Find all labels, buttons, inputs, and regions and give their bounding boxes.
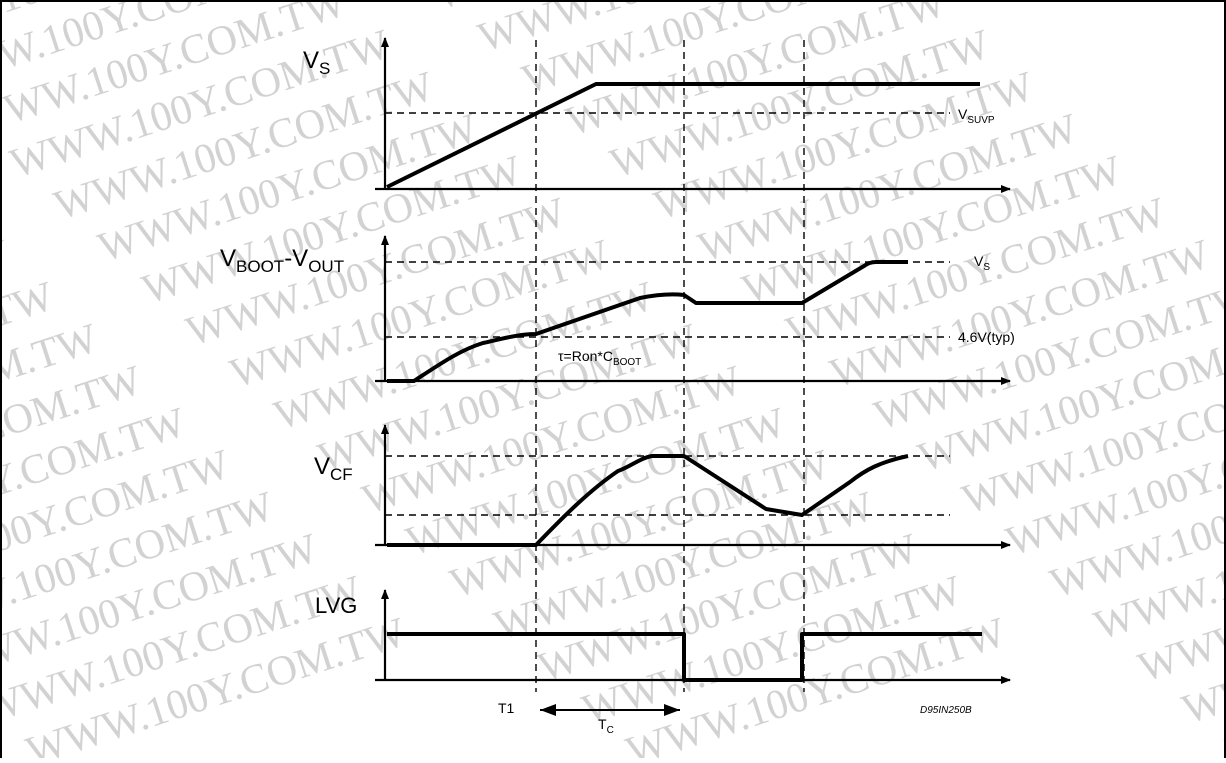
vs-ref-label: VS [974,253,990,273]
t1-label: T1 [498,700,515,716]
vs-waveform [386,82,980,189]
vcf-waveform [387,454,909,547]
figure-code: D95IN250B [920,705,972,716]
tau-label: τ=Ron*CBOOT [558,348,641,368]
tc-arrow-left [540,704,556,716]
vsuvp-label: VSUVP [958,106,995,126]
vboot-panel: VBOOT-VOUT VS 4.6V(typ) τ=Ron*CBOOT [220,235,1015,385]
vboot-label: VBOOT-VOUT [220,245,344,276]
lvg-waveform [387,632,982,682]
lvg-panel: LVG [315,589,1011,684]
lvg-label: LVG [315,593,357,618]
vs-label: VS [303,47,330,78]
tc-arrow-right [664,704,680,716]
vcf-panel: VCF [314,424,1011,549]
vboot-waveform [387,260,908,383]
vs-panel: VS VSUVP [303,37,1011,193]
vcf-label: VCF [314,453,353,484]
vtyp-label: 4.6V(typ) [958,329,1015,345]
tc-label: TC [598,716,614,736]
timing-annotations: T1 TC D95IN250B [498,700,972,736]
